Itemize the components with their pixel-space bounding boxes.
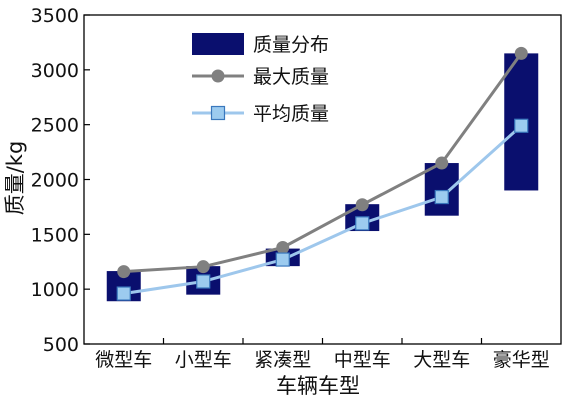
legend-label-avg: 平均质量	[253, 103, 329, 125]
y-tick-label: 3500	[31, 5, 79, 27]
legend-label-range-bar: 质量分布	[253, 34, 329, 56]
y-tick-label: 500	[43, 334, 79, 356]
x-tick-label: 豪华型	[493, 349, 550, 371]
y-tick-label: 1000	[31, 279, 79, 301]
max-mass-point	[196, 260, 210, 274]
max-mass-point	[276, 240, 290, 254]
y-tick-label: 2500	[31, 115, 79, 137]
x-tick-label: 中型车	[334, 349, 391, 371]
avg-mass-point	[514, 118, 529, 133]
max-mass-point	[514, 46, 528, 60]
max-mass-point	[355, 198, 369, 212]
max-mass-point	[435, 156, 449, 170]
plot-frame	[83, 14, 562, 345]
avg-mass-point	[355, 216, 370, 231]
legend-label-max: 最大质量	[253, 66, 329, 88]
legend-marker-max	[211, 69, 225, 83]
axes	[83, 14, 562, 345]
x-axis-title: 车辆车型	[276, 374, 360, 398]
x-tick-label: 大型车	[413, 349, 470, 371]
x-tick-label: 紧凑型	[254, 349, 311, 371]
legend: 质量分布 最大质量 平均质量	[192, 33, 329, 125]
avg-mass-point	[116, 286, 131, 301]
y-tick-label: 3000	[31, 60, 79, 82]
legend-marker-avg	[210, 105, 226, 121]
y-tick-labels: 3500 3000 2500 2000 1500 1000 500	[31, 5, 79, 356]
max-mass-point	[117, 265, 131, 279]
x-tick-label: 微型车	[95, 349, 152, 371]
x-tick-labels: 微型车 小型车 紧凑型 中型车 大型车 豪华型	[95, 349, 550, 371]
avg-mass-point	[275, 252, 290, 267]
y-tick-label: 1500	[31, 224, 79, 246]
y-tick-label: 2000	[31, 170, 79, 192]
plot-area	[106, 46, 539, 302]
y-axis-title: 质量/kg	[3, 141, 27, 216]
avg-mass-point	[196, 274, 211, 289]
avg-mass-point	[434, 189, 449, 205]
x-tick-label: 小型车	[175, 349, 232, 371]
range-bar	[424, 163, 459, 216]
avg-mass-line	[123, 124, 523, 296]
legend-swatch-range-bar	[192, 33, 244, 55]
max-mass-line	[123, 52, 523, 274]
